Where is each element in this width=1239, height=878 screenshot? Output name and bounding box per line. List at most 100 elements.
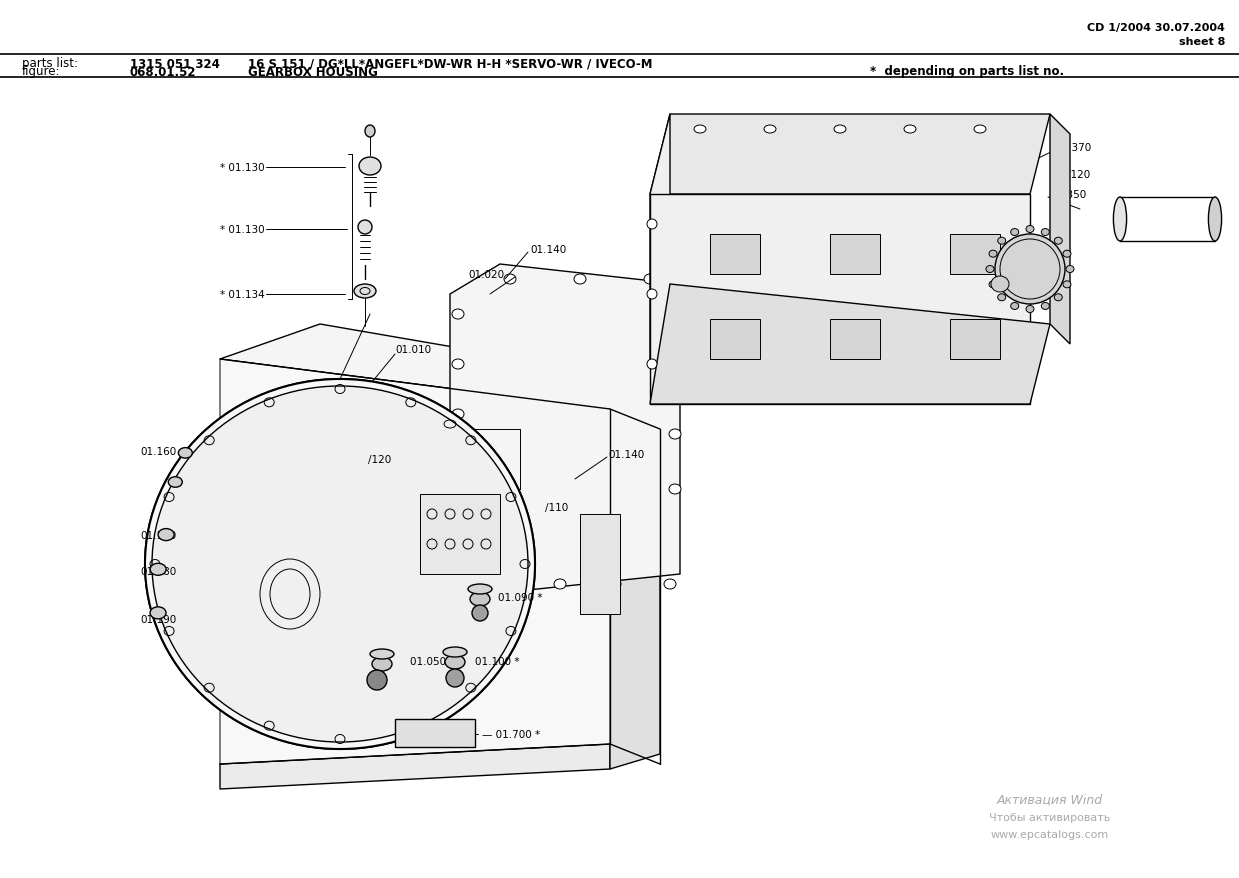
Text: — 01.700 *: — 01.700 *	[482, 729, 540, 739]
Polygon shape	[830, 234, 880, 275]
Ellipse shape	[504, 275, 515, 284]
Polygon shape	[420, 494, 501, 574]
Ellipse shape	[664, 579, 676, 589]
Text: * 01.130: * 01.130	[221, 162, 265, 173]
Ellipse shape	[1063, 282, 1070, 289]
Text: 01.170: 01.170	[140, 530, 176, 540]
Text: 01.180: 01.180	[140, 566, 176, 576]
Text: * 01.130: * 01.130	[221, 225, 265, 234]
Ellipse shape	[989, 282, 997, 289]
Text: 01.020: 01.020	[468, 270, 504, 280]
Ellipse shape	[1063, 251, 1070, 258]
Ellipse shape	[764, 126, 776, 133]
Ellipse shape	[145, 379, 535, 749]
Polygon shape	[1049, 115, 1070, 344]
Text: 1315 051 324: 1315 051 324	[130, 57, 219, 70]
Ellipse shape	[366, 126, 375, 138]
Ellipse shape	[995, 234, 1066, 305]
Ellipse shape	[354, 284, 375, 299]
Ellipse shape	[444, 647, 467, 658]
Text: 01.090 *: 01.090 *	[498, 593, 543, 602]
Ellipse shape	[452, 459, 463, 470]
Ellipse shape	[1041, 303, 1049, 310]
Text: parts list:: parts list:	[22, 57, 78, 70]
Text: sheet 8: sheet 8	[1178, 37, 1225, 47]
Text: 01.140: 01.140	[530, 245, 566, 255]
Ellipse shape	[452, 360, 463, 370]
Ellipse shape	[169, 478, 182, 487]
Ellipse shape	[669, 320, 681, 329]
Ellipse shape	[986, 266, 994, 273]
Ellipse shape	[1011, 229, 1018, 236]
Polygon shape	[650, 115, 670, 364]
Ellipse shape	[669, 485, 681, 494]
Ellipse shape	[1066, 266, 1074, 273]
Ellipse shape	[150, 564, 166, 576]
Polygon shape	[610, 375, 660, 769]
Ellipse shape	[367, 670, 387, 690]
Text: 01.160: 01.160	[140, 447, 176, 457]
Polygon shape	[650, 115, 1049, 195]
Ellipse shape	[472, 605, 488, 622]
Ellipse shape	[647, 220, 657, 230]
Ellipse shape	[1114, 198, 1126, 241]
Ellipse shape	[468, 585, 492, 594]
Ellipse shape	[452, 409, 463, 420]
Ellipse shape	[647, 360, 657, 370]
Ellipse shape	[647, 290, 657, 299]
Text: 068.01.52: 068.01.52	[130, 66, 197, 78]
Text: /120: /120	[1067, 169, 1090, 180]
Ellipse shape	[1011, 303, 1018, 310]
Text: 01.370: 01.370	[1054, 143, 1092, 153]
Ellipse shape	[989, 251, 997, 258]
Text: /120: /120	[368, 455, 392, 464]
Text: 01.190: 01.190	[140, 615, 176, 624]
Polygon shape	[950, 320, 1000, 360]
Ellipse shape	[152, 386, 528, 742]
Text: 16 S 151 / DG*LL*ANGEFL*DW-WR H-H *SERVO-WR / IVECO-M: 16 S 151 / DG*LL*ANGEFL*DW-WR H-H *SERVO…	[248, 57, 653, 70]
Text: 01.100 *: 01.100 *	[475, 656, 519, 666]
Polygon shape	[580, 515, 620, 615]
Ellipse shape	[997, 238, 1006, 245]
Text: CD 1/2004 30.07.2004: CD 1/2004 30.07.2004	[1087, 23, 1225, 33]
Text: 01.050 *: 01.050 *	[410, 656, 455, 666]
Polygon shape	[221, 745, 610, 789]
Polygon shape	[710, 234, 760, 275]
Ellipse shape	[470, 593, 489, 607]
Text: 01.360: 01.360	[1010, 253, 1046, 263]
Ellipse shape	[446, 669, 463, 687]
Ellipse shape	[997, 294, 1006, 301]
Polygon shape	[221, 325, 610, 409]
Ellipse shape	[974, 126, 986, 133]
Ellipse shape	[834, 126, 846, 133]
Text: /110: /110	[545, 502, 569, 513]
Polygon shape	[221, 360, 610, 764]
Text: *  depending on parts list no.: * depending on parts list no.	[870, 66, 1064, 78]
Ellipse shape	[1041, 229, 1049, 236]
Ellipse shape	[1026, 306, 1035, 313]
Ellipse shape	[178, 448, 192, 458]
Polygon shape	[395, 719, 475, 747]
Ellipse shape	[991, 277, 1009, 292]
Ellipse shape	[150, 608, 166, 619]
Polygon shape	[710, 320, 760, 360]
Ellipse shape	[1054, 238, 1062, 245]
Polygon shape	[650, 195, 1030, 405]
Text: 01.140: 01.140	[608, 450, 644, 459]
Polygon shape	[650, 284, 1049, 405]
Ellipse shape	[358, 220, 372, 234]
Ellipse shape	[372, 658, 392, 672]
Ellipse shape	[904, 126, 916, 133]
Polygon shape	[950, 234, 1000, 275]
Text: 01.350: 01.350	[1049, 190, 1087, 200]
Ellipse shape	[554, 579, 566, 589]
Text: * 01.134: * 01.134	[221, 290, 265, 299]
Ellipse shape	[644, 275, 655, 284]
Ellipse shape	[452, 509, 463, 520]
Ellipse shape	[445, 655, 465, 669]
Text: figure:: figure:	[22, 66, 61, 78]
Ellipse shape	[359, 158, 382, 176]
Ellipse shape	[499, 579, 510, 589]
Ellipse shape	[669, 429, 681, 440]
Ellipse shape	[452, 310, 463, 320]
